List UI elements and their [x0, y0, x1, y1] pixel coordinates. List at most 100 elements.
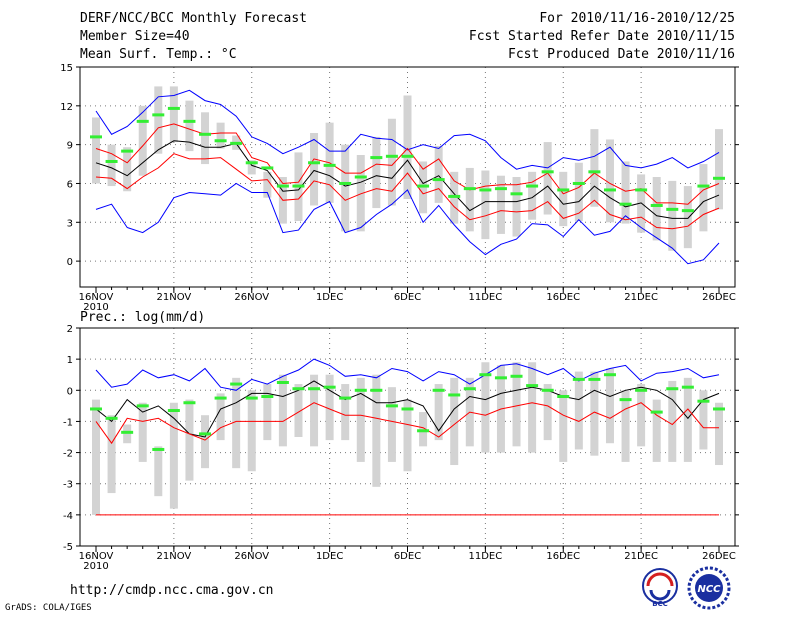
fcst-produced-date: Fcst Produced Date 2010/11/16: [508, 47, 735, 62]
median-marker: [308, 161, 321, 165]
median-marker: [635, 188, 648, 192]
spread-box: [341, 384, 350, 441]
x-tick-label: 26NOV: [234, 551, 269, 562]
y-tick-label: 6: [67, 179, 73, 190]
median-marker: [526, 184, 539, 188]
spread-box: [621, 161, 630, 224]
x-tick-label: 16NOV: [79, 551, 114, 562]
median-marker: [136, 404, 149, 408]
median-marker: [697, 184, 710, 188]
x-tick-label: 16DEC: [546, 551, 580, 562]
median-marker: [588, 170, 601, 174]
median-marker: [697, 399, 710, 403]
spread-box: [154, 446, 163, 497]
median-marker: [432, 388, 445, 392]
median-marker: [214, 396, 227, 400]
y-tick-label: 3: [67, 218, 73, 229]
spread-box: [263, 384, 272, 441]
median-marker: [199, 132, 212, 136]
median-marker: [681, 209, 694, 213]
median-marker: [354, 175, 367, 179]
median-marker: [401, 407, 414, 411]
chart-title: DERF/NCC/BCC Monthly Forecast: [80, 11, 307, 26]
ncc-logo: NCC: [687, 566, 731, 610]
spread-box: [138, 402, 147, 462]
spread-box: [543, 384, 552, 441]
median-marker: [370, 156, 383, 160]
spread-box: [294, 384, 303, 437]
median-marker: [603, 188, 616, 192]
median-marker: [230, 382, 243, 386]
x-tick-label: 11DEC: [469, 292, 503, 303]
y-tick-label: -1: [63, 417, 73, 428]
spread-box: [652, 399, 661, 462]
spread-box: [590, 129, 599, 207]
median-marker: [510, 192, 523, 196]
spread-box: [574, 371, 583, 450]
spread-box: [559, 390, 568, 462]
x-tick-label: 26NOV: [234, 292, 269, 303]
spread-box: [559, 171, 568, 227]
median-marker: [666, 387, 679, 391]
spread-box: [465, 167, 474, 232]
x-tick-label: 6DEC: [394, 551, 421, 562]
spread-box: [263, 171, 272, 198]
spread-box: [683, 186, 692, 249]
median-marker: [152, 113, 165, 117]
median-marker: [448, 194, 461, 198]
median-marker: [494, 187, 507, 191]
median-marker: [276, 381, 289, 384]
median-marker: [308, 387, 321, 391]
series-line-ensemble-mean: [95, 140, 720, 219]
median-marker: [479, 373, 492, 377]
median-marker: [261, 166, 274, 170]
median-marker: [167, 409, 180, 413]
ncc-logo-text: NCC: [697, 584, 721, 595]
median-marker: [526, 384, 539, 388]
spread-box: [247, 160, 256, 175]
spread-box: [652, 177, 661, 241]
y-tick-label: 0: [67, 257, 73, 268]
median-marker: [385, 154, 398, 158]
x-tick-label: 1DEC: [316, 551, 343, 562]
bcc-logo-text: BCC: [652, 600, 668, 608]
median-marker: [276, 184, 289, 188]
spread-box: [356, 155, 365, 232]
median-marker: [323, 385, 336, 389]
median-marker: [619, 398, 632, 402]
spread-box: [201, 112, 210, 165]
median-marker: [183, 119, 196, 123]
median-marker: [199, 432, 212, 436]
series-line-ensemble-max: [95, 358, 720, 391]
median-marker: [650, 410, 663, 414]
series-line-mean-sd: [95, 123, 720, 205]
y-tick-label: 0: [67, 386, 73, 397]
spread-box: [574, 162, 583, 221]
spread-box: [528, 171, 537, 220]
median-marker: [681, 385, 694, 389]
spread-box: [325, 374, 334, 441]
median-marker: [432, 178, 445, 182]
median-marker: [463, 387, 476, 391]
spread-box: [92, 399, 100, 515]
x-tick-label: 16NOV: [79, 292, 114, 303]
median-marker: [572, 181, 585, 185]
spread-box: [637, 384, 646, 447]
spread-box: [605, 139, 614, 223]
spread-box: [699, 390, 708, 450]
x-tick-label: 21DEC: [624, 292, 658, 303]
x-tick-label: 21NOV: [157, 292, 192, 303]
median-marker: [152, 447, 165, 451]
median-marker: [245, 396, 258, 400]
median-marker: [713, 407, 725, 411]
median-marker: [292, 184, 305, 188]
median-marker: [619, 202, 632, 206]
median-marker: [105, 159, 118, 163]
source-url[interactable]: http://cmdp.ncc.cma.gov.cn: [70, 583, 274, 598]
spread-box: [450, 377, 459, 466]
spread-box: [123, 147, 132, 192]
median-marker: [479, 188, 492, 192]
spread-box: [201, 415, 210, 469]
y-tick-label: 1: [67, 355, 73, 366]
